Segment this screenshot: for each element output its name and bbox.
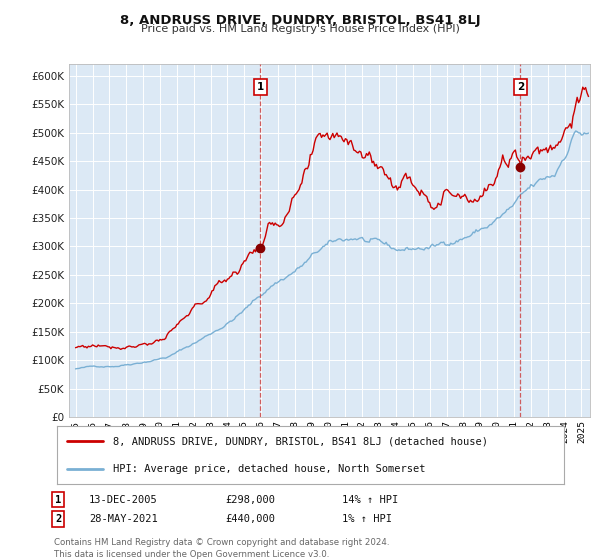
Text: 2: 2 [517, 82, 524, 92]
Text: £440,000: £440,000 [225, 514, 275, 524]
Text: HPI: Average price, detached house, North Somerset: HPI: Average price, detached house, Nort… [113, 464, 425, 474]
Text: Contains HM Land Registry data © Crown copyright and database right 2024.
This d: Contains HM Land Registry data © Crown c… [54, 538, 389, 559]
Text: 8, ANDRUSS DRIVE, DUNDRY, BRISTOL, BS41 8LJ (detached house): 8, ANDRUSS DRIVE, DUNDRY, BRISTOL, BS41 … [113, 436, 488, 446]
Text: 1: 1 [257, 82, 264, 92]
Text: 13-DEC-2005: 13-DEC-2005 [89, 494, 158, 505]
Text: Price paid vs. HM Land Registry's House Price Index (HPI): Price paid vs. HM Land Registry's House … [140, 24, 460, 34]
Text: 2: 2 [55, 514, 61, 524]
Text: 14% ↑ HPI: 14% ↑ HPI [342, 494, 398, 505]
Text: 1: 1 [55, 494, 61, 505]
Text: 1% ↑ HPI: 1% ↑ HPI [342, 514, 392, 524]
Text: 8, ANDRUSS DRIVE, DUNDRY, BRISTOL, BS41 8LJ: 8, ANDRUSS DRIVE, DUNDRY, BRISTOL, BS41 … [119, 14, 481, 27]
Text: £298,000: £298,000 [225, 494, 275, 505]
Text: 28-MAY-2021: 28-MAY-2021 [89, 514, 158, 524]
